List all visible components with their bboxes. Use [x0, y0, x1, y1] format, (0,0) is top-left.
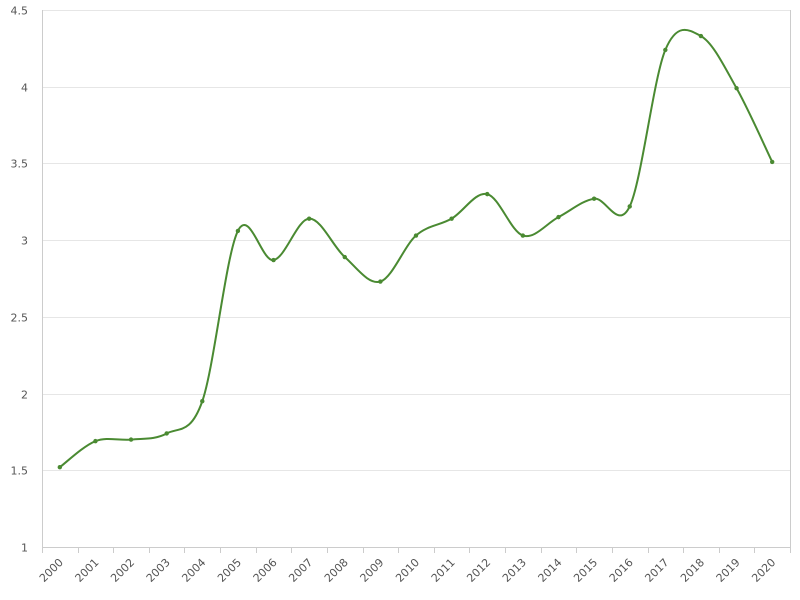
grid	[42, 10, 790, 471]
data-point	[342, 254, 347, 260]
data-point	[271, 257, 276, 263]
y-tick-label: 3	[21, 235, 28, 248]
x-tick-label: 2015	[571, 556, 600, 585]
data-point	[93, 438, 98, 444]
data-point	[164, 431, 169, 436]
y-tick-label: 2.5	[11, 312, 29, 325]
x-tick-label: 2005	[215, 556, 244, 585]
data-point	[128, 437, 134, 442]
x-tick-label: 2008	[322, 556, 351, 585]
data-point	[769, 159, 775, 165]
data-point	[413, 233, 419, 238]
data-point	[449, 216, 454, 221]
x-tick-label: 2014	[536, 556, 565, 585]
x-tick-label: 2020	[749, 556, 778, 585]
y-tick-label: 4	[21, 82, 28, 95]
x-tick-label: 2017	[642, 556, 671, 585]
data-point	[591, 196, 597, 201]
y-tick-label: 3.5	[11, 158, 29, 171]
data-point	[663, 47, 668, 53]
data-point	[235, 228, 241, 234]
x-tick-label: 2004	[179, 556, 208, 585]
x-tick-label: 2009	[358, 556, 387, 585]
x-tick-label: 2013	[500, 556, 529, 585]
y-tick-label: 2	[21, 389, 28, 402]
y-tick-label: 1.5	[11, 465, 29, 478]
data-point	[485, 191, 490, 197]
data-point	[200, 399, 205, 404]
x-tick-label: 2011	[429, 556, 458, 585]
x-tick-label: 2000	[37, 556, 66, 585]
y-tick-label: 1	[21, 542, 28, 555]
x-tick-label: 2012	[464, 556, 493, 585]
data-point	[306, 216, 312, 221]
x-tick-label: 2010	[393, 556, 422, 585]
data-point	[627, 204, 632, 209]
data-point	[57, 465, 63, 470]
x-tick-label: 2019	[714, 556, 743, 585]
x-tick-label: 2016	[607, 556, 636, 585]
data-point	[698, 33, 704, 39]
data-point	[520, 233, 526, 238]
series-line	[58, 28, 774, 469]
y-tick-label: 4.5	[11, 5, 29, 18]
series-layer	[57, 28, 775, 470]
plot-frame	[42, 10, 791, 553]
x-tick-label: 2002	[108, 556, 137, 585]
x-axis-tick-labels: 2000 2001 2002 2003 2004 2005 2006 2007 2008 2009…	[37, 556, 778, 585]
x-tick-label: 2006	[251, 556, 280, 585]
x-tick-label: 2007	[286, 556, 315, 585]
data-point	[734, 86, 739, 91]
y-axis-tick-labels: 1 1.5 2 2.5 3 3.5 4 4.5	[11, 5, 29, 555]
data-point	[378, 279, 383, 284]
x-tick-label: 2003	[144, 556, 173, 585]
x-tick-label: 2018	[678, 556, 707, 585]
x-tick-label: 2001	[73, 556, 102, 585]
data-point	[556, 214, 561, 220]
